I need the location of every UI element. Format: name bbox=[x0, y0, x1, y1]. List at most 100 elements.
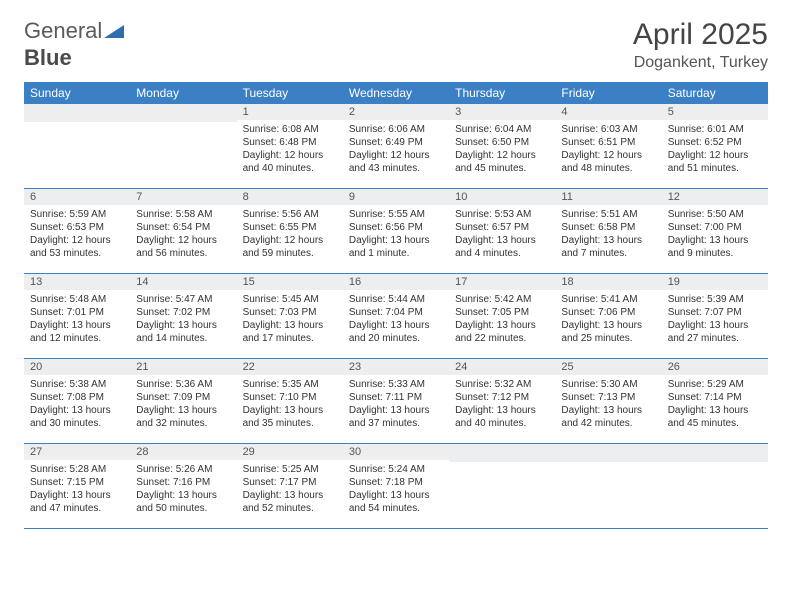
day-body: Sunrise: 5:32 AMSunset: 7:12 PMDaylight:… bbox=[449, 375, 555, 434]
calendar-week-row: 1Sunrise: 6:08 AMSunset: 6:48 PMDaylight… bbox=[24, 104, 768, 189]
sunset-text: Sunset: 7:08 PM bbox=[30, 391, 124, 404]
sunrise-text: Sunrise: 5:47 AM bbox=[136, 293, 230, 306]
location-label: Dogankent, Turkey bbox=[633, 54, 768, 72]
daylight-text-1: Daylight: 13 hours bbox=[136, 404, 230, 417]
day-number: 3 bbox=[449, 104, 555, 120]
day-body: Sunrise: 6:01 AMSunset: 6:52 PMDaylight:… bbox=[662, 120, 768, 179]
sunset-text: Sunset: 6:49 PM bbox=[349, 136, 443, 149]
day-body: Sunrise: 5:33 AMSunset: 7:11 PMDaylight:… bbox=[343, 375, 449, 434]
sunset-text: Sunset: 6:56 PM bbox=[349, 221, 443, 234]
day-header: Tuesday bbox=[237, 82, 343, 104]
sunset-text: Sunset: 7:11 PM bbox=[349, 391, 443, 404]
daylight-text-2: and 37 minutes. bbox=[349, 417, 443, 430]
daylight-text-1: Daylight: 13 hours bbox=[136, 489, 230, 502]
calendar-cell: 21Sunrise: 5:36 AMSunset: 7:09 PMDayligh… bbox=[130, 359, 236, 444]
daylight-text-2: and 32 minutes. bbox=[136, 417, 230, 430]
title-block: April 2025 Dogankent, Turkey bbox=[633, 18, 768, 72]
day-body: Sunrise: 6:03 AMSunset: 6:51 PMDaylight:… bbox=[555, 120, 661, 179]
day-body: Sunrise: 5:56 AMSunset: 6:55 PMDaylight:… bbox=[237, 205, 343, 264]
day-number: 27 bbox=[24, 444, 130, 460]
daylight-text-1: Daylight: 13 hours bbox=[243, 489, 337, 502]
daylight-text-2: and 45 minutes. bbox=[668, 417, 762, 430]
calendar-cell: 10Sunrise: 5:53 AMSunset: 6:57 PMDayligh… bbox=[449, 189, 555, 274]
day-body: Sunrise: 5:47 AMSunset: 7:02 PMDaylight:… bbox=[130, 290, 236, 349]
daylight-text-2: and 42 minutes. bbox=[561, 417, 655, 430]
calendar-cell: 28 Sunrise: 5:26 AMSunset: 7:16 PMDayligh… bbox=[130, 444, 236, 529]
daylight-text-2: and 51 minutes. bbox=[668, 162, 762, 175]
day-number bbox=[449, 444, 555, 462]
day-number: 7 bbox=[130, 189, 236, 205]
daylight-text-2: and 47 minutes. bbox=[30, 502, 124, 515]
daylight-text-1: Daylight: 12 hours bbox=[668, 149, 762, 162]
logo-text-2: Blue bbox=[24, 45, 72, 70]
calendar-cell: 25Sunrise: 5:30 AMSunset: 7:13 PMDayligh… bbox=[555, 359, 661, 444]
sunrise-text: Sunrise: 5:50 AM bbox=[668, 208, 762, 221]
sunrise-text: Sunrise: 5:24 AM bbox=[349, 463, 443, 476]
day-header: Friday bbox=[555, 82, 661, 104]
daylight-text-2: and 40 minutes. bbox=[243, 162, 337, 175]
daylight-text-1: Daylight: 13 hours bbox=[30, 319, 124, 332]
sunrise-text: Sunrise: 6:08 AM bbox=[243, 123, 337, 136]
sunset-text: Sunset: 7:04 PM bbox=[349, 306, 443, 319]
daylight-text-2: and 35 minutes. bbox=[243, 417, 337, 430]
sunset-text: Sunset: 7:15 PM bbox=[30, 476, 124, 489]
daylight-text-1: Daylight: 13 hours bbox=[349, 404, 443, 417]
day-body: Sunrise: 5:58 AMSunset: 6:54 PMDaylight:… bbox=[130, 205, 236, 264]
day-number: 6 bbox=[24, 189, 130, 205]
calendar-cell: 26Sunrise: 5:29 AMSunset: 7:14 PMDayligh… bbox=[662, 359, 768, 444]
day-number: 20 bbox=[24, 359, 130, 375]
day-header: Saturday bbox=[662, 82, 768, 104]
daylight-text-2: and 30 minutes. bbox=[30, 417, 124, 430]
day-number: 4 bbox=[555, 104, 661, 120]
calendar-cell: 29Sunrise: 5:25 AMSunset: 7:17 PMDayligh… bbox=[237, 444, 343, 529]
daylight-text-2: and 1 minute. bbox=[349, 247, 443, 260]
sunrise-text: Sunrise: 5:42 AM bbox=[455, 293, 549, 306]
daylight-text-1: Daylight: 13 hours bbox=[349, 319, 443, 332]
header: General Blue April 2025 Dogankent, Turke… bbox=[24, 18, 768, 72]
sunset-text: Sunset: 7:00 PM bbox=[668, 221, 762, 234]
day-number: 18 bbox=[555, 274, 661, 290]
sunrise-text: Sunrise: 5:26 AM bbox=[136, 463, 230, 476]
day-number bbox=[662, 444, 768, 462]
daylight-text-1: Daylight: 13 hours bbox=[136, 319, 230, 332]
sunrise-text: Sunrise: 5:51 AM bbox=[561, 208, 655, 221]
day-body: Sunrise: 5:48 AMSunset: 7:01 PMDaylight:… bbox=[24, 290, 130, 349]
page-title: April 2025 bbox=[633, 18, 768, 52]
daylight-text-1: Daylight: 13 hours bbox=[455, 404, 549, 417]
sunrise-text: Sunrise: 5:30 AM bbox=[561, 378, 655, 391]
sunrise-text: Sunrise: 5:33 AM bbox=[349, 378, 443, 391]
daylight-text-2: and 45 minutes. bbox=[455, 162, 549, 175]
daylight-text-1: Daylight: 13 hours bbox=[243, 404, 337, 417]
calendar-cell: 30Sunrise: 5:24 AMSunset: 7:18 PMDayligh… bbox=[343, 444, 449, 529]
sunset-text: Sunset: 7:05 PM bbox=[455, 306, 549, 319]
calendar-cell: 5Sunrise: 6:01 AMSunset: 6:52 PMDaylight… bbox=[662, 104, 768, 189]
day-number: 30 bbox=[343, 444, 449, 460]
day-body: Sunrise: 5:41 AMSunset: 7:06 PMDaylight:… bbox=[555, 290, 661, 349]
daylight-text-2: and 4 minutes. bbox=[455, 247, 549, 260]
day-body: Sunrise: 5:29 AMSunset: 7:14 PMDaylight:… bbox=[662, 375, 768, 434]
sunrise-text: Sunrise: 6:06 AM bbox=[349, 123, 443, 136]
day-number: 23 bbox=[343, 359, 449, 375]
daylight-text-1: Daylight: 13 hours bbox=[30, 489, 124, 502]
day-header: Thursday bbox=[449, 82, 555, 104]
sunset-text: Sunset: 7:18 PM bbox=[349, 476, 443, 489]
calendar-cell: 15Sunrise: 5:45 AMSunset: 7:03 PMDayligh… bbox=[237, 274, 343, 359]
day-number: 12 bbox=[662, 189, 768, 205]
calendar-cell bbox=[130, 104, 236, 189]
daylight-text-2: and 12 minutes. bbox=[30, 332, 124, 345]
calendar-cell bbox=[555, 444, 661, 529]
sunset-text: Sunset: 7:16 PM bbox=[136, 476, 230, 489]
sunset-text: Sunset: 6:54 PM bbox=[136, 221, 230, 234]
sunrise-text: Sunrise: 5:25 AM bbox=[243, 463, 337, 476]
calendar-cell: 17Sunrise: 5:42 AMSunset: 7:05 PMDayligh… bbox=[449, 274, 555, 359]
calendar-cell: 7Sunrise: 5:58 AMSunset: 6:54 PMDaylight… bbox=[130, 189, 236, 274]
day-body: Sunrise: 5:25 AMSunset: 7:17 PMDaylight:… bbox=[237, 460, 343, 519]
day-number: 28 bbox=[130, 444, 236, 460]
daylight-text-1: Daylight: 13 hours bbox=[561, 319, 655, 332]
daylight-text-2: and 9 minutes. bbox=[668, 247, 762, 260]
sunset-text: Sunset: 7:09 PM bbox=[136, 391, 230, 404]
daylight-text-1: Daylight: 12 hours bbox=[455, 149, 549, 162]
calendar-cell: 2Sunrise: 6:06 AMSunset: 6:49 PMDaylight… bbox=[343, 104, 449, 189]
daylight-text-1: Daylight: 12 hours bbox=[30, 234, 124, 247]
calendar-cell: 11Sunrise: 5:51 AMSunset: 6:58 PMDayligh… bbox=[555, 189, 661, 274]
